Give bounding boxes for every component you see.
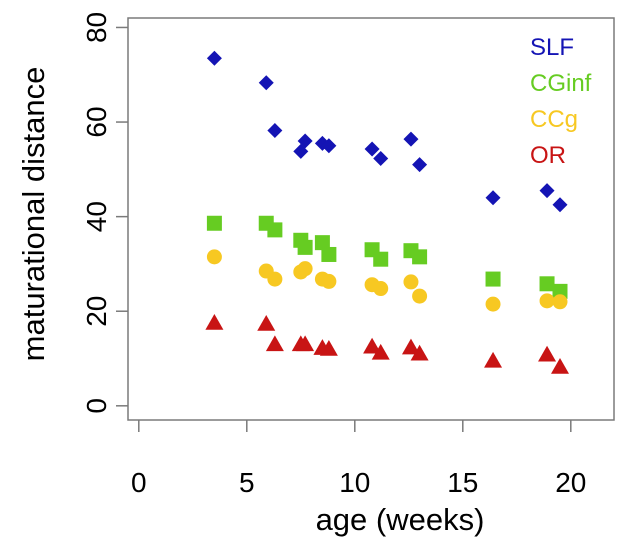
data-point xyxy=(551,358,569,374)
data-point xyxy=(403,131,419,147)
data-point xyxy=(297,239,313,255)
plot-box xyxy=(127,17,615,421)
data-point xyxy=(373,251,389,267)
x-tick-label: 15 xyxy=(447,467,478,498)
y-tick-label: 0 xyxy=(81,398,112,414)
data-point xyxy=(539,183,555,199)
x-tick-label: 5 xyxy=(239,467,255,498)
data-point xyxy=(485,296,501,312)
data-point xyxy=(412,288,428,304)
y-axis: 0 20 40 60 80 xyxy=(81,12,128,414)
legend-entry: CCg xyxy=(530,106,578,133)
data-point xyxy=(403,274,419,290)
series-or xyxy=(205,314,569,374)
data-point xyxy=(297,133,313,149)
series-ccg xyxy=(206,249,568,312)
series-cginf xyxy=(206,215,568,299)
data-point xyxy=(321,273,337,289)
y-tick-label: 60 xyxy=(81,106,112,137)
data-point xyxy=(485,190,501,206)
data-point xyxy=(314,235,330,251)
y-tick-label: 20 xyxy=(81,296,112,327)
data-point xyxy=(539,276,555,292)
data-point xyxy=(364,141,380,157)
data-point xyxy=(319,340,338,356)
data-point xyxy=(265,335,284,352)
data-point xyxy=(552,197,568,213)
legend: SLF CGinf CCg OR xyxy=(530,34,592,169)
data-point xyxy=(484,351,503,368)
data-point xyxy=(373,150,389,166)
data-point xyxy=(321,246,337,262)
y-tick-label: 80 xyxy=(81,12,112,43)
data-point xyxy=(267,271,283,287)
data-points xyxy=(205,50,569,374)
data-point xyxy=(297,261,313,277)
data-point xyxy=(552,283,568,299)
data-point xyxy=(410,344,429,361)
data-point xyxy=(538,345,557,362)
data-point xyxy=(412,157,428,173)
x-tick-label: 20 xyxy=(555,467,586,498)
data-point xyxy=(539,293,555,309)
data-point xyxy=(485,271,501,287)
x-tick-label: 0 xyxy=(131,467,147,498)
data-point xyxy=(552,294,568,310)
data-point xyxy=(206,249,222,265)
x-axis: 0 5 10 15 20 xyxy=(131,420,586,498)
legend-entry: CGinf xyxy=(530,70,592,97)
data-point xyxy=(258,75,274,91)
data-point xyxy=(267,123,283,139)
data-point xyxy=(205,314,224,330)
data-point xyxy=(412,249,428,265)
data-point xyxy=(371,343,390,360)
data-point xyxy=(373,281,389,297)
x-tick-label: 10 xyxy=(339,467,370,498)
data-point xyxy=(401,338,420,355)
data-point xyxy=(267,222,283,238)
y-axis-title: maturational distance xyxy=(16,67,51,362)
data-point xyxy=(206,215,222,231)
data-point xyxy=(257,314,276,331)
y-tick-label: 40 xyxy=(81,201,112,232)
data-point xyxy=(321,138,337,154)
series-slf xyxy=(206,50,568,213)
x-axis-title: age (weeks) xyxy=(316,502,485,537)
data-point xyxy=(363,337,382,354)
legend-entry: SLF xyxy=(530,34,574,61)
data-point xyxy=(206,50,222,66)
data-point xyxy=(296,335,315,352)
legend-entry: OR xyxy=(530,142,566,169)
